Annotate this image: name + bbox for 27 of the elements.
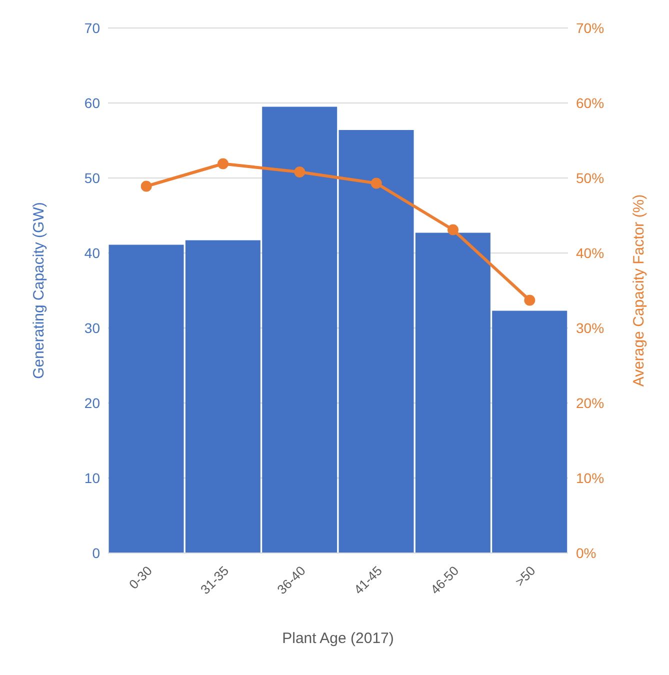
y-tick-label: 60 — [84, 94, 100, 111]
x-tick-label: >50 — [512, 563, 538, 590]
y2-tick-label: 10% — [576, 470, 604, 486]
y2-tick-label: 40% — [576, 244, 604, 261]
y2-axis-title: Average Capacity Factor (%) — [630, 194, 648, 387]
y2-tick-label: 70% — [576, 20, 604, 36]
x-axis-title: Plant Age (2017) — [282, 630, 394, 647]
point — [524, 294, 536, 306]
y-tick-label: 40 — [84, 244, 100, 261]
x-tick-label: 0-30 — [126, 563, 155, 592]
point — [140, 180, 152, 192]
y-axis-title: Generating Capacity (GW) — [30, 202, 48, 379]
point — [294, 166, 306, 178]
y2-tick-label: 0% — [576, 544, 596, 561]
y2-tick-label: 30% — [576, 320, 604, 336]
point — [370, 178, 382, 189]
point — [218, 158, 228, 170]
y-tick-label: 70 — [84, 20, 100, 36]
y-tick-label: 10 — [84, 470, 100, 486]
y-tick-label: 50 — [84, 170, 100, 186]
y2-tick-label: 60% — [576, 94, 604, 111]
y-tick-label: 20 — [84, 394, 100, 411]
y2-tick-label: 50% — [576, 170, 604, 186]
y-tick-label: 30 — [84, 320, 100, 336]
point — [448, 224, 458, 236]
y-tick-label: 0 — [92, 544, 100, 561]
y2-tick-label: 20% — [576, 394, 604, 411]
